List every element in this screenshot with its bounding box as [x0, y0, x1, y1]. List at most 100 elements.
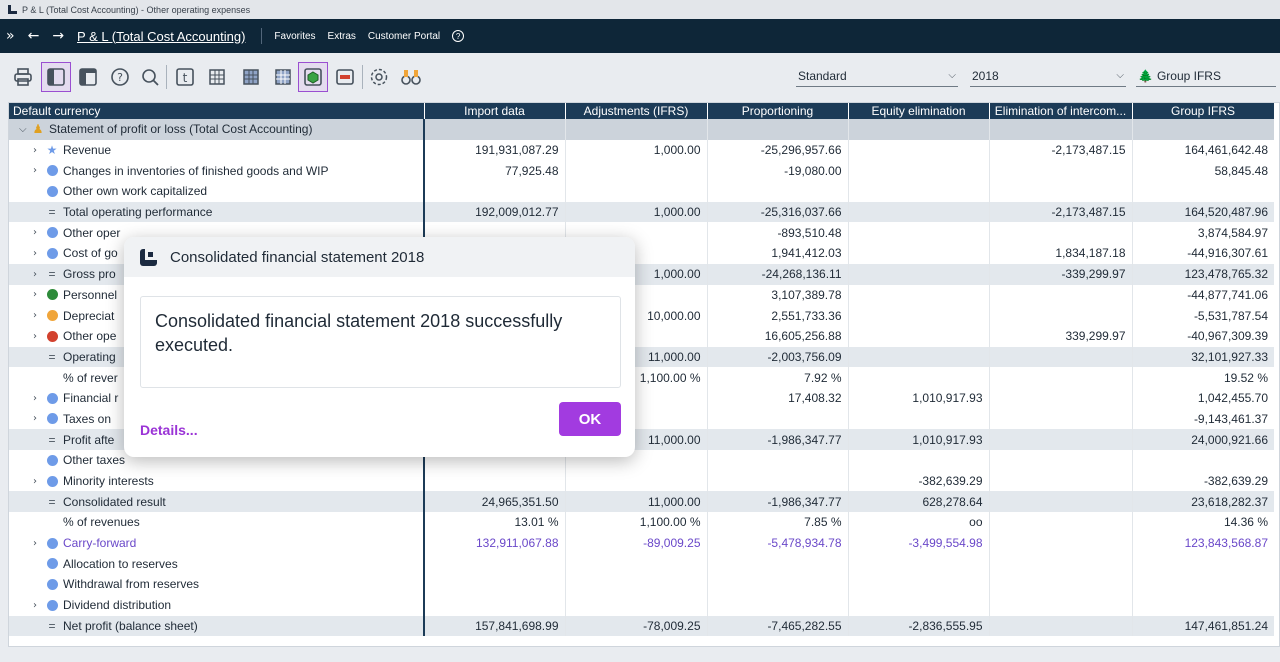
value-cell[interactable] [988, 222, 1132, 244]
value-cell[interactable] [847, 305, 989, 326]
value-cell[interactable] [564, 160, 707, 182]
value-cell[interactable] [988, 408, 1132, 430]
group-select[interactable]: 🌲 Group IFRS [1136, 65, 1276, 87]
value-cell[interactable] [706, 553, 848, 575]
chevron-right-icon[interactable]: › [33, 537, 37, 549]
value-cell[interactable] [847, 574, 989, 595]
value-cell[interactable] [988, 470, 1132, 492]
chevron-down-icon[interactable]: ⌵ [19, 123, 27, 135]
chevron-right-icon[interactable]: › [33, 475, 37, 487]
value-cell[interactable] [988, 615, 1132, 637]
panel-icon[interactable] [73, 62, 103, 92]
value-cell[interactable]: -25,296,957.66 [706, 139, 848, 161]
value-cell[interactable]: 1,941,412.03 [706, 243, 848, 264]
value-cell[interactable] [988, 594, 1132, 616]
binoculars-icon[interactable] [396, 62, 426, 92]
value-cell[interactable]: 1,010,917.93 [847, 387, 989, 409]
value-cell[interactable]: -1,986,347.77 [706, 429, 848, 450]
value-cell[interactable]: -2,003,756.09 [706, 346, 848, 368]
value-cell[interactable]: 192,009,012.77 [423, 201, 565, 223]
value-cell[interactable]: oo [847, 512, 989, 533]
value-cell[interactable] [847, 201, 989, 223]
value-cell[interactable]: 23,618,282.37 [1131, 491, 1274, 513]
value-cell[interactable] [988, 574, 1132, 595]
value-cell[interactable] [847, 181, 989, 202]
menu-favorites[interactable]: Favorites [274, 30, 316, 42]
value-cell[interactable] [1131, 450, 1274, 471]
value-cell[interactable]: 1,042,455.70 [1131, 387, 1274, 409]
value-cell[interactable]: 123,478,765.32 [1131, 263, 1274, 285]
chevron-right-icon[interactable]: › [33, 268, 37, 280]
value-cell[interactable]: -5,531,787.54 [1131, 305, 1274, 326]
menu-customer-portal[interactable]: Customer Portal [367, 30, 441, 42]
chevron-right-icon[interactable]: › [33, 392, 37, 404]
value-cell[interactable]: 24,965,351.50 [423, 491, 565, 513]
value-cell[interactable] [564, 119, 707, 140]
table-row[interactable]: › Dividend distribution [9, 594, 1274, 616]
column-header[interactable]: Equity elimination [848, 103, 990, 119]
value-cell[interactable] [847, 139, 989, 161]
value-cell[interactable]: 32,101,927.33 [1131, 346, 1274, 368]
search-icon[interactable] [135, 62, 165, 92]
ok-button[interactable]: OK [559, 402, 621, 436]
chevron-right-icon[interactable]: › [33, 227, 37, 239]
chevron-right-icon[interactable]: › [33, 144, 37, 156]
value-cell[interactable]: -893,510.48 [706, 222, 848, 244]
grid-icon-3[interactable] [268, 62, 298, 92]
value-cell[interactable]: 3,874,584.97 [1131, 222, 1274, 244]
value-cell[interactable]: 339,299.97 [988, 325, 1132, 347]
grid-icon-1[interactable] [202, 62, 232, 92]
value-cell[interactable]: -382,639.29 [847, 470, 989, 492]
value-cell[interactable] [423, 181, 565, 202]
value-cell[interactable]: -40,967,309.39 [1131, 325, 1274, 347]
value-cell[interactable]: 13.01 % [423, 512, 565, 533]
value-cell[interactable]: -25,316,037.66 [706, 201, 848, 223]
value-cell[interactable] [988, 160, 1132, 182]
value-cell[interactable]: 19.52 % [1131, 367, 1274, 388]
value-cell[interactable] [988, 429, 1132, 450]
cube-icon[interactable] [298, 62, 328, 92]
value-cell[interactable] [1131, 119, 1274, 140]
back-arrow-icon[interactable]: ← [27, 28, 40, 44]
value-cell[interactable] [423, 594, 565, 616]
value-cell[interactable]: -3,499,554.98 [847, 532, 989, 554]
value-cell[interactable]: 2,551,733.36 [706, 305, 848, 326]
grid-icon-2[interactable] [236, 62, 266, 92]
value-cell[interactable] [1131, 594, 1274, 616]
value-cell[interactable]: -339,299.97 [988, 263, 1132, 285]
value-cell[interactable] [706, 119, 848, 140]
value-cell[interactable] [1131, 574, 1274, 595]
value-cell[interactable] [564, 594, 707, 616]
value-cell[interactable]: 7.92 % [706, 367, 848, 388]
value-cell[interactable]: 14.36 % [1131, 512, 1274, 533]
value-cell[interactable]: -7,465,282.55 [706, 615, 848, 637]
help-circle-icon[interactable]: ? [452, 30, 465, 42]
value-cell[interactable]: 17,408.32 [706, 387, 848, 409]
table-row[interactable]: ⌵ ♟ Statement of profit or loss (Total Cos… [9, 119, 1274, 140]
value-cell[interactable]: 123,843,568.87 [1131, 532, 1274, 554]
value-cell[interactable] [988, 367, 1132, 388]
value-cell[interactable] [564, 574, 707, 595]
value-cell[interactable]: 16,605,256.88 [706, 325, 848, 347]
chevron-right-icon[interactable]: › [33, 247, 37, 259]
value-cell[interactable] [988, 532, 1132, 554]
column-header[interactable]: Adjustments (IFRS) [565, 103, 708, 119]
value-cell[interactable]: 132,911,067.88 [423, 532, 565, 554]
menu-extras[interactable]: Extras [327, 30, 356, 42]
details-link[interactable]: Details... [140, 422, 198, 438]
value-cell[interactable] [847, 367, 989, 388]
value-cell[interactable]: -24,268,136.11 [706, 263, 848, 285]
value-cell[interactable]: 147,461,851.24 [1131, 615, 1274, 637]
table-row[interactable]: › Carry-forward 132,911,067.88 -89,009.25 -5… [9, 532, 1274, 554]
column-header[interactable]: Elimination of intercom... [989, 103, 1133, 119]
value-cell[interactable]: 3,107,389.78 [706, 284, 848, 306]
value-cell[interactable] [706, 594, 848, 616]
value-cell[interactable] [847, 408, 989, 430]
value-cell[interactable] [847, 243, 989, 264]
value-cell[interactable] [988, 346, 1132, 368]
table-row[interactable]: ›Other own work capitalized [9, 181, 1274, 202]
print-icon[interactable] [8, 62, 38, 92]
value-cell[interactable]: 164,461,642.48 [1131, 139, 1274, 161]
value-cell[interactable] [988, 553, 1132, 575]
